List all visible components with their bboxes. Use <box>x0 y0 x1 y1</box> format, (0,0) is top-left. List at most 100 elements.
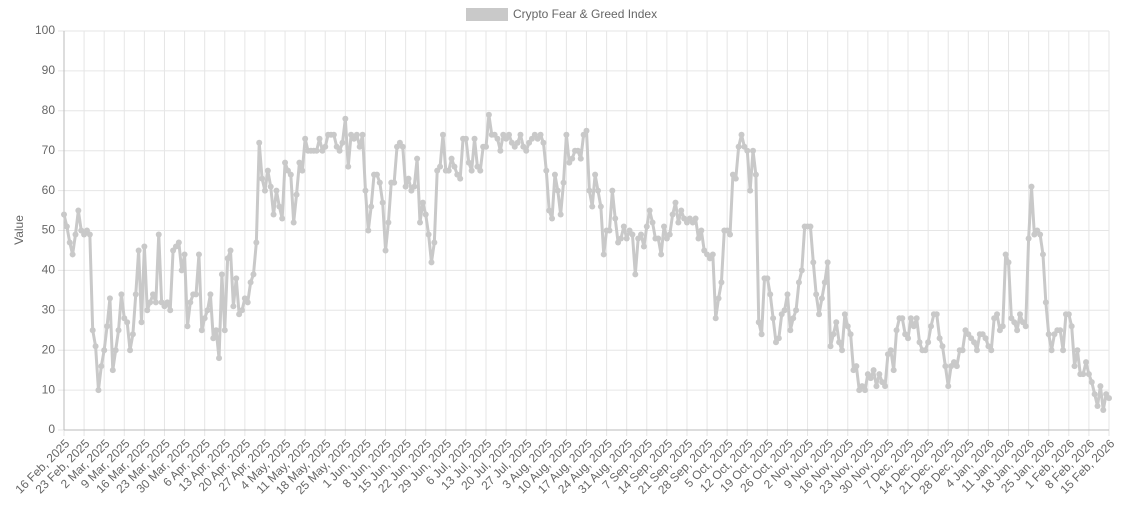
data-point <box>841 311 848 318</box>
y-tick-label: 40 <box>42 263 56 277</box>
data-point <box>767 291 774 298</box>
data-point <box>1074 347 1081 354</box>
data-point <box>816 311 823 318</box>
data-point <box>127 347 134 354</box>
data-point <box>1071 363 1078 370</box>
data-point <box>916 339 923 346</box>
data-point <box>643 223 650 230</box>
data-point <box>945 383 952 390</box>
data-point <box>899 315 906 322</box>
data-point <box>735 143 742 150</box>
data-point <box>302 135 309 142</box>
y-tick-label: 90 <box>42 63 56 77</box>
data-point <box>385 219 392 226</box>
data-point <box>198 327 205 334</box>
data-point <box>144 307 151 314</box>
data-point <box>629 231 636 238</box>
data-point <box>824 259 831 266</box>
y-axis-title: Value <box>12 215 26 245</box>
data-point <box>971 339 978 346</box>
data-point <box>468 167 475 174</box>
data-point <box>181 251 188 258</box>
y-tick-label: 50 <box>42 223 56 237</box>
data-point <box>546 207 553 214</box>
data-point <box>1002 251 1009 258</box>
data-point <box>887 347 894 354</box>
data-point <box>216 355 223 362</box>
data-point <box>270 211 277 218</box>
data-point <box>646 207 653 214</box>
data-point <box>379 199 386 206</box>
data-point <box>1025 235 1032 242</box>
data-point <box>451 163 458 170</box>
y-tick-label: 80 <box>42 103 56 117</box>
data-point <box>692 215 699 222</box>
data-point <box>230 303 237 310</box>
data-point <box>928 323 935 330</box>
data-point <box>75 207 82 214</box>
data-point <box>201 315 208 322</box>
data-point <box>457 175 464 182</box>
data-point <box>1094 403 1101 410</box>
data-point <box>218 271 225 278</box>
data-point <box>1037 231 1044 238</box>
data-point <box>712 315 719 322</box>
data-point <box>1091 391 1098 398</box>
y-tick-label: 10 <box>42 382 56 396</box>
data-point <box>247 279 254 286</box>
data-point <box>118 291 125 298</box>
data-point <box>448 155 455 162</box>
data-point <box>669 211 676 218</box>
data-point <box>1065 311 1072 318</box>
data-point <box>810 259 817 266</box>
data-point <box>764 275 771 282</box>
data-point <box>537 131 544 138</box>
data-point <box>138 319 145 326</box>
y-tick-label: 60 <box>42 183 56 197</box>
data-point <box>382 247 389 254</box>
data-point <box>405 175 412 182</box>
data-point <box>727 231 734 238</box>
data-point <box>574 147 581 154</box>
data-point <box>678 207 685 214</box>
data-point <box>224 255 231 262</box>
data-point <box>273 187 280 194</box>
data-point <box>210 335 217 342</box>
data-point <box>244 299 251 306</box>
data-point <box>1014 327 1021 334</box>
data-point <box>867 375 874 382</box>
data-point <box>437 163 444 170</box>
data-point <box>279 215 286 222</box>
data-point <box>876 371 883 378</box>
data-point <box>112 347 119 354</box>
data-point <box>1106 395 1112 402</box>
data-point <box>775 335 782 342</box>
data-point <box>124 319 131 326</box>
data-point <box>905 335 912 342</box>
data-point <box>910 323 917 330</box>
data-point <box>238 307 245 314</box>
legend-label[interactable]: Crypto Fear & Greed Index <box>513 7 657 21</box>
data-point <box>261 187 268 194</box>
data-point <box>376 179 383 186</box>
data-point <box>813 291 820 298</box>
data-point <box>106 295 113 302</box>
data-point <box>861 387 868 394</box>
data-point <box>913 315 920 322</box>
data-point <box>63 223 70 230</box>
data-point <box>233 275 240 282</box>
data-point <box>86 231 93 238</box>
data-point <box>66 239 73 246</box>
data-point <box>623 235 630 242</box>
data-point <box>1068 323 1075 330</box>
data-point <box>557 211 564 218</box>
data-point <box>293 191 300 198</box>
data-point <box>1045 331 1052 338</box>
data-point <box>445 167 452 174</box>
data-point <box>793 307 800 314</box>
data-point <box>483 143 490 150</box>
data-point <box>313 147 320 154</box>
data-point <box>250 271 257 278</box>
data-point <box>973 347 980 354</box>
data-point <box>606 227 613 234</box>
